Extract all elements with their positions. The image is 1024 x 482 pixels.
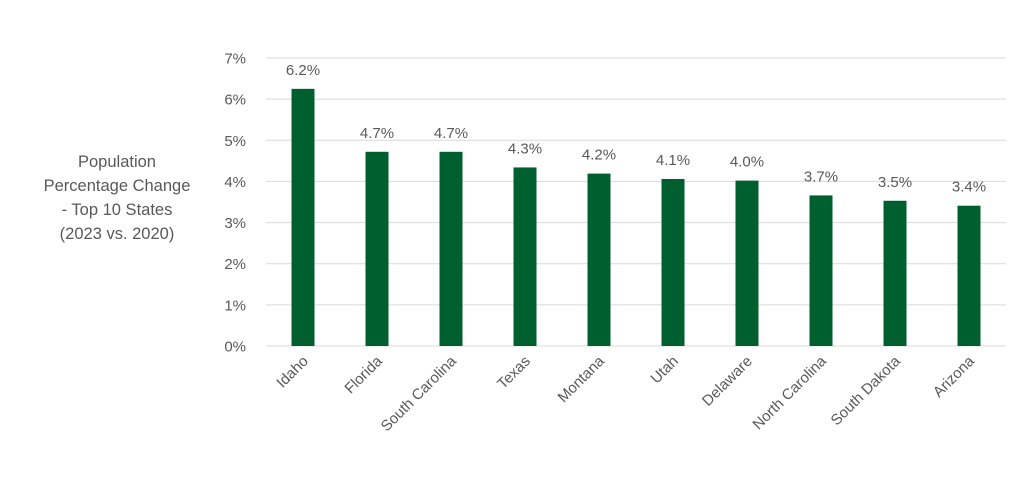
y-tick-label: 4% [224, 174, 246, 191]
y-tick-label: 7% [224, 51, 246, 68]
x-category-label: Delaware [699, 353, 756, 410]
data-label: 3.4% [952, 179, 986, 196]
chart-title: Population Percentage Change - Top 10 St… [14, 150, 220, 246]
chart-title-line-4: (2023 vs. 2020) [59, 225, 175, 243]
x-category-label: South Dakota [828, 352, 905, 429]
data-label: 4.3% [508, 140, 542, 157]
data-label: 6.2% [286, 62, 320, 79]
y-tick-label: 5% [224, 133, 246, 150]
data-label: 3.7% [804, 168, 838, 185]
chart-title-line-1: Population [78, 153, 156, 171]
y-tick-label: 1% [224, 297, 246, 314]
data-label: 3.5% [878, 174, 912, 191]
y-tick-label: 2% [224, 256, 246, 273]
data-label: 4.1% [656, 152, 690, 169]
y-tick-label: 6% [224, 92, 246, 109]
bar-south-dakota [883, 200, 907, 346]
x-category-label: Utah [647, 353, 681, 387]
x-category-label: Montana [555, 352, 609, 406]
bar-utah [661, 178, 685, 346]
bar-arizona [957, 205, 981, 346]
x-category-label: South Carolina [378, 352, 461, 435]
bar-idaho [291, 88, 315, 346]
bar-south-carolina [439, 151, 463, 346]
bar-north-carolina [809, 195, 833, 346]
data-label: 4.0% [730, 154, 764, 171]
x-category-label: North Carolina [749, 352, 830, 433]
chart-title-line-2: Percentage Change [43, 177, 191, 195]
y-tick-label: 3% [224, 215, 246, 232]
x-category-label: Idaho [273, 353, 312, 392]
y-tick-label: 0% [224, 339, 246, 356]
chart-title-line-3: - Top 10 States [61, 201, 173, 219]
data-label: 4.7% [434, 125, 468, 142]
x-category-label: Arizona [930, 352, 978, 400]
x-category-label: Florida [341, 352, 386, 397]
data-label: 4.2% [582, 147, 616, 164]
bar-florida [365, 151, 389, 346]
bar-montana [587, 173, 611, 346]
x-category-label: Texas [494, 353, 534, 393]
data-label: 4.7% [360, 125, 394, 142]
bar-delaware [735, 180, 759, 346]
bar-texas [513, 167, 537, 346]
